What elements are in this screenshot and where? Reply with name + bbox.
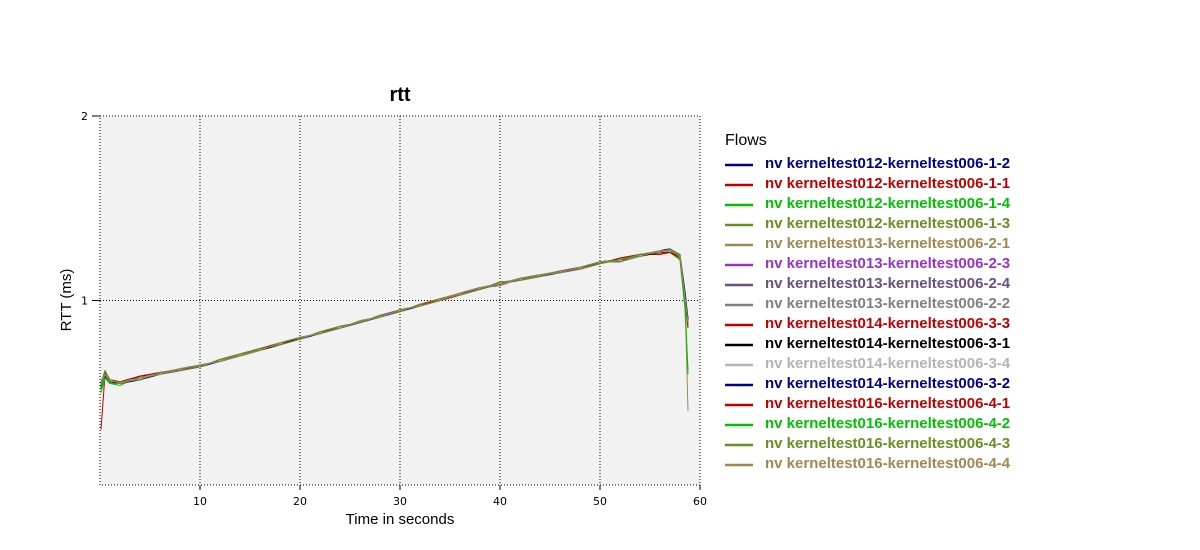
grid-lines — [100, 116, 700, 485]
legend-entry: nv kerneltest013-kerneltest006-2-2 — [765, 295, 1010, 312]
legend-entry: nv kerneltest012-kerneltest006-1-2 — [765, 155, 1010, 172]
legend-entry: nv kerneltest014-kerneltest006-3-2 — [765, 375, 1010, 392]
x-axis-label: Time in seconds — [346, 511, 455, 528]
legend-entry: nv kerneltest013-kerneltest006-2-3 — [765, 255, 1010, 272]
chart-title: rtt — [389, 84, 410, 106]
legend-entry: nv kerneltest016-kerneltest006-4-3 — [765, 435, 1010, 452]
x-axis: 10 20 30 40 50 60 — [193, 485, 707, 508]
x-tick-label: 10 — [193, 495, 207, 508]
legend-entry: nv kerneltest016-kerneltest006-4-1 — [765, 395, 1010, 412]
legend-entry: nv kerneltest013-kerneltest006-2-4 — [765, 275, 1011, 292]
legend-entry: nv kerneltest012-kerneltest006-1-4 — [765, 195, 1011, 212]
legend-entry: nv kerneltest012-kerneltest006-1-1 — [765, 175, 1010, 192]
y-axis: 12 — [81, 110, 100, 308]
legend-entry: nv kerneltest012-kerneltest006-1-3 — [765, 215, 1010, 232]
x-tick-label: 30 — [393, 495, 407, 508]
series-line-15 — [100, 248, 689, 386]
x-tick-label: 20 — [293, 495, 307, 508]
y-tick-label: 2 — [81, 110, 88, 123]
legend-title: Flows — [725, 132, 767, 149]
legend-entry: nv kerneltest016-kerneltest006-4-4 — [765, 455, 1011, 472]
legend-entry: nv kerneltest013-kerneltest006-2-1 — [765, 235, 1010, 252]
x-tick-label: 60 — [693, 495, 707, 508]
legend-entry: nv kerneltest014-kerneltest006-3-1 — [765, 335, 1010, 352]
y-axis-label: RTT (ms) — [58, 269, 75, 332]
series-line-16 — [100, 250, 689, 384]
legend-entry: nv kerneltest014-kerneltest006-3-4 — [765, 355, 1011, 372]
x-tick-label: 50 — [593, 495, 607, 508]
legend-entry: nv kerneltest016-kerneltest006-4-2 — [765, 415, 1010, 432]
series-lines — [100, 248, 689, 430]
x-tick-label: 40 — [493, 495, 507, 508]
y-tick-label: 1 — [81, 295, 88, 308]
legend: nv kerneltest012-kerneltest006-1-2 nv ker… — [725, 155, 1011, 472]
legend-entry: nv kerneltest014-kerneltest006-3-3 — [765, 315, 1010, 332]
